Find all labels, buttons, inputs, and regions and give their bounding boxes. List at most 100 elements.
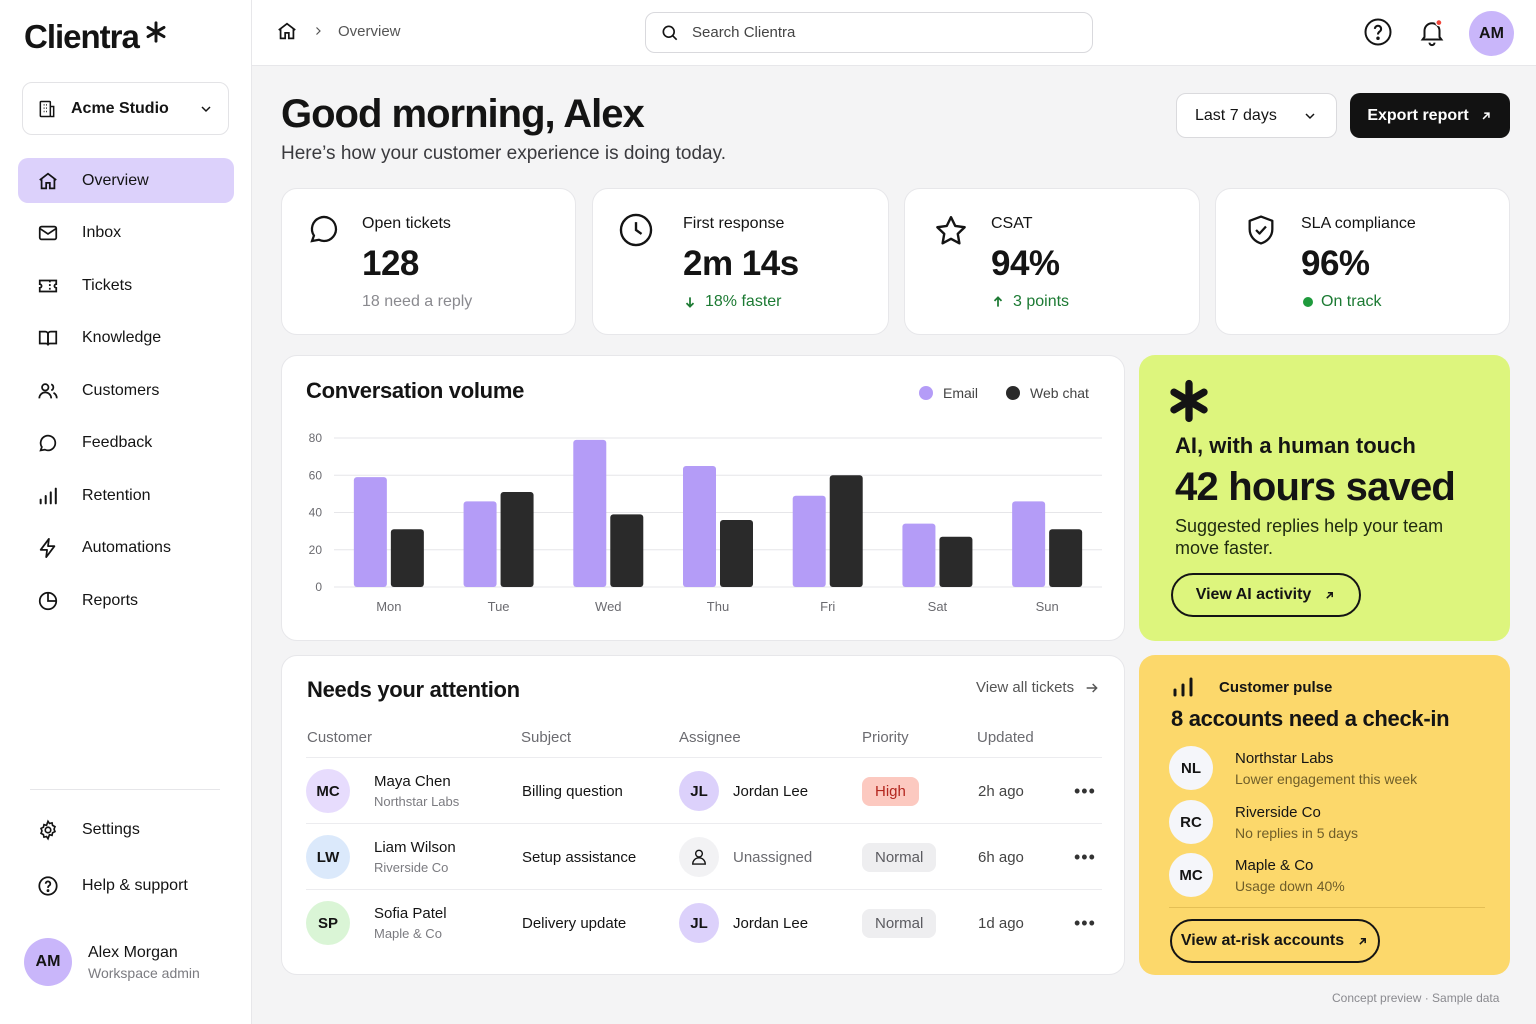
arrow-up-right-icon <box>1311 589 1336 602</box>
x-tick-label: Thu <box>707 599 729 614</box>
workspace-switcher[interactable]: Acme Studio <box>22 82 229 135</box>
nav-label: Retention <box>82 486 151 504</box>
table-row[interactable]: LW Liam Wilson Riverside Co Setup assist… <box>306 823 1102 889</box>
priority-badge: Normal <box>862 908 937 938</box>
user-profile[interactable]: AM Alex Morgan Workspace admin <box>24 938 200 986</box>
attention-table-card: Needs your attention View all tickets Cu… <box>281 655 1125 975</box>
search-bar[interactable] <box>645 12 1093 53</box>
chevron-down-icon <box>1302 108 1318 124</box>
x-tick-label: Wed <box>595 599 622 614</box>
avatar: MC <box>306 769 350 813</box>
ai-description: Suggested replies help your team move fa… <box>1175 516 1444 558</box>
help-icon <box>1363 17 1393 47</box>
more-options-icon[interactable]: ••• <box>1074 912 1096 933</box>
view-all-tickets-link[interactable]: View all tickets <box>976 679 1100 696</box>
nav-item-tickets[interactable]: Tickets <box>18 263 234 308</box>
user-role: Workspace admin <box>88 964 200 981</box>
sidebar-divider <box>30 789 220 790</box>
ai-savings-card: AI, with a human touch 42 hours saved Su… <box>1139 355 1510 641</box>
customer-org: Northstar Labs <box>374 794 460 809</box>
table-row[interactable]: MC Maya Chen Northstar Labs Billing ques… <box>306 757 1102 823</box>
view-ai-activity-button[interactable]: View AI activity <box>1171 573 1361 617</box>
help-button[interactable] <box>1362 16 1394 48</box>
nav-label: Customers <box>82 381 160 399</box>
bar-chart: 0 20 40 60 80 Mon Tue Wed Thu Fri Sat Sun <box>309 431 1102 614</box>
customer-name: Liam Wilson <box>374 839 456 856</box>
x-tick-label: Tue <box>488 599 510 614</box>
footnote: Concept preview · Sample data <box>1332 991 1500 1005</box>
table-row[interactable]: SP Sofia Patel Maple & Co Delivery updat… <box>306 889 1102 955</box>
ticket-subject: Delivery update <box>522 914 627 932</box>
nav-item-knowledge[interactable]: Knowledge <box>18 316 234 361</box>
assignee-name: Jordan Lee <box>733 914 809 932</box>
list-item[interactable]: MC Maple & Co Usage down 40% <box>1169 853 1345 897</box>
shield-check-icon <box>1244 213 1278 247</box>
status-dot <box>1303 297 1313 307</box>
x-tick-label: Mon <box>376 599 401 614</box>
nav-item-retention[interactable]: Retention <box>18 473 234 518</box>
nav-label: Automations <box>82 539 171 556</box>
nav-item-inbox[interactable]: Inbox <box>18 211 234 256</box>
search-icon <box>660 23 680 43</box>
column-header-customer[interactable]: Customer <box>307 729 373 746</box>
column-header-priority[interactable]: Priority <box>862 729 909 746</box>
nav-item-reports[interactable]: Reports <box>18 578 234 623</box>
nav-item-customers[interactable]: Customers <box>18 368 234 413</box>
app-logo[interactable]: Clientra <box>24 18 167 56</box>
legend-label: Web chat <box>1030 385 1089 401</box>
export-report-button[interactable]: Export report <box>1350 93 1510 138</box>
nav-label: Reports <box>82 591 139 609</box>
notifications-button[interactable] <box>1416 16 1448 48</box>
arrow-up-icon <box>991 295 1013 309</box>
avatar: AM <box>24 938 72 986</box>
chart-title: Conversation volume <box>306 378 525 403</box>
breadcrumb-current: Overview <box>338 22 401 40</box>
legend-item-web-chat[interactable]: Web chat <box>1006 385 1089 401</box>
nav-item-settings[interactable]: Settings <box>18 807 234 852</box>
list-item[interactable]: RC Riverside Co No replies in 5 days <box>1169 800 1358 844</box>
kpi-note-text: 18% faster <box>705 293 782 310</box>
column-header-updated[interactable]: Updated <box>977 729 1034 746</box>
avatar[interactable]: AM <box>1469 11 1514 56</box>
search-input[interactable] <box>692 24 1072 41</box>
bolt-icon <box>36 536 60 560</box>
logo-asterisk-icon <box>145 21 167 43</box>
kpi-label: First response <box>683 215 785 232</box>
users-icon <box>36 379 60 403</box>
column-header-assignee[interactable]: Assignee <box>679 729 741 746</box>
customer-name: Sofia Patel <box>374 905 447 922</box>
table-title: Needs your attention <box>307 677 520 702</box>
date-range-select[interactable]: Last 7 days <box>1176 93 1337 138</box>
nav-item-overview[interactable]: Overview <box>18 158 234 203</box>
home-icon[interactable] <box>276 20 298 42</box>
assignee-name: Unassigned <box>733 848 813 866</box>
ai-kicker: AI, with a human touch <box>1175 433 1416 458</box>
view-at-risk-accounts-button[interactable]: View at-risk accounts <box>1170 919 1380 963</box>
book-icon <box>36 326 60 350</box>
legend-item-email[interactable]: Email <box>919 385 978 401</box>
conversation-volume-card: Conversation volume Email Web chat 0 20 40… <box>281 355 1125 641</box>
bar-email <box>902 523 936 587</box>
assignee-name: Jordan Lee <box>733 782 809 800</box>
ticket-subject: Setup assistance <box>522 848 637 866</box>
page-title: Good morning, Alex <box>281 92 645 136</box>
nav-item-help[interactable]: Help & support <box>18 863 234 908</box>
account-note: No replies in 5 days <box>1235 824 1358 841</box>
kpi-note: 18 need a reply <box>362 293 472 311</box>
more-options-icon[interactable]: ••• <box>1074 780 1096 801</box>
app-name: Clientra <box>24 18 140 55</box>
list-item[interactable]: NL Northstar Labs Lower engagement this … <box>1169 746 1417 790</box>
nav-item-automations[interactable]: Automations <box>18 526 234 571</box>
arrow-right-icon <box>1074 680 1100 696</box>
x-tick-label: Fri <box>820 599 835 614</box>
nav-item-feedback[interactable]: Feedback <box>18 421 234 466</box>
kpi-value: 2m 14s <box>683 244 799 283</box>
chart-legend: Email Web chat <box>919 385 1117 401</box>
bar-email <box>573 439 607 587</box>
chevron-right-icon <box>312 25 324 37</box>
kpi-note: 18% faster <box>683 293 781 311</box>
button-label: View at-risk accounts <box>1180 932 1345 949</box>
more-options-icon[interactable]: ••• <box>1074 846 1096 867</box>
pulse-title: 8 accounts need a check-in <box>1171 706 1450 731</box>
column-header-subject[interactable]: Subject <box>521 729 572 746</box>
